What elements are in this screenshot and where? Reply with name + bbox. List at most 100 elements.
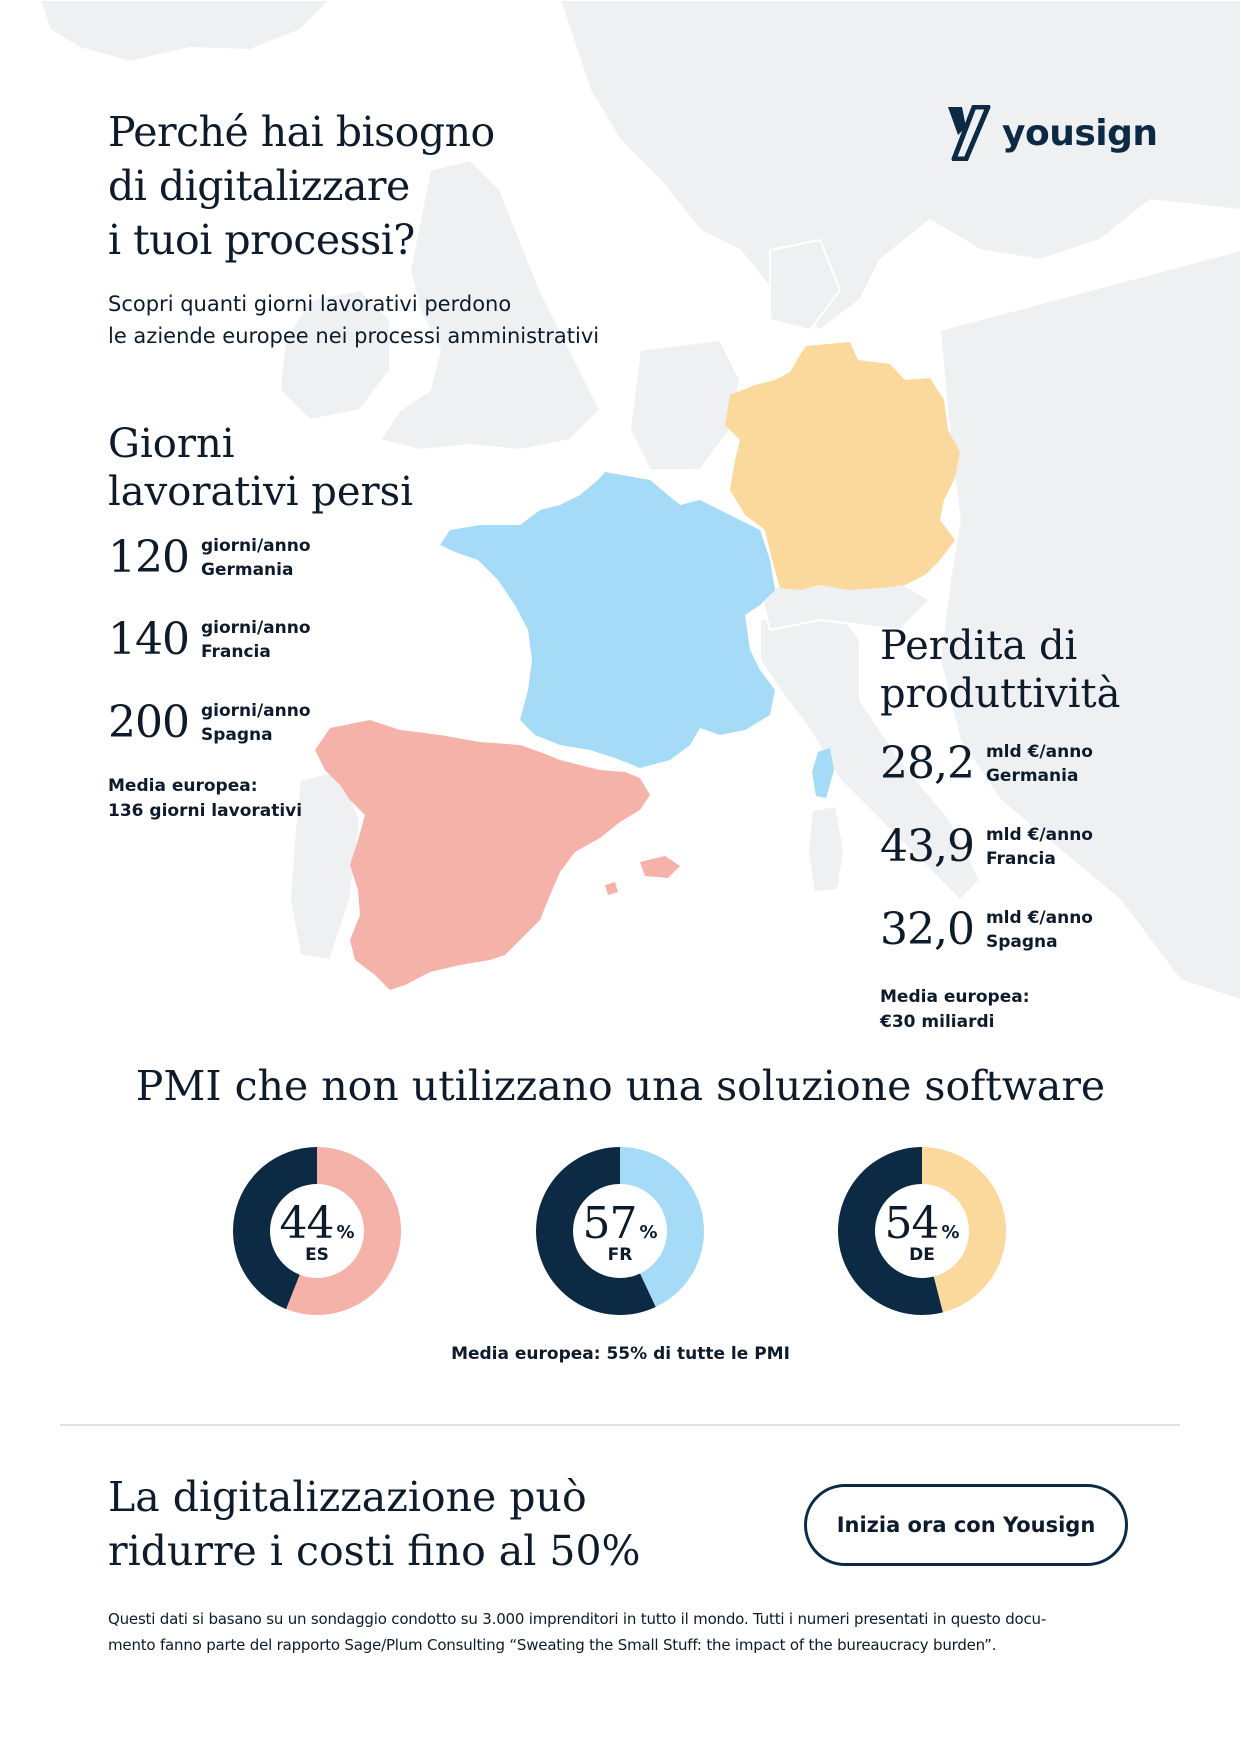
donut-country-code: FR xyxy=(607,1245,633,1265)
donut-chart-fr: 57% FR xyxy=(535,1146,705,1316)
productivity-loss-title-line: produttività xyxy=(880,671,1121,717)
cta-title: La digitalizzazione può ridurre i costi … xyxy=(108,1470,641,1578)
cta-title-line: ridurre i costi fino al 50% xyxy=(108,1527,641,1575)
stat-caption: giorni/anno Francia xyxy=(201,616,311,664)
yousign-logo[interactable]: yousign xyxy=(940,105,1158,165)
footnote-line: Questi dati si basano su un sondaggio co… xyxy=(108,1610,1047,1628)
donut-unit: % xyxy=(639,1222,658,1243)
days-stat-france: 140 giorni/anno Francia xyxy=(108,614,311,665)
page-subtitle: Scopri quanti giorni lavorativi perdono … xyxy=(108,288,599,352)
stat-unit: mld €/anno xyxy=(985,907,1093,928)
donut-value: 57 xyxy=(582,1198,637,1249)
donut-chart-de: 54% DE xyxy=(837,1146,1007,1316)
map-land-denmark xyxy=(769,239,841,331)
days-lost-title-line: Giorni xyxy=(108,421,235,467)
donut-svg xyxy=(536,1147,704,1315)
map-land-italy xyxy=(759,599,981,901)
donut-label: 54% DE xyxy=(837,1198,1007,1265)
stat-unit: giorni/anno xyxy=(200,700,311,721)
stat-unit: giorni/anno xyxy=(200,617,311,638)
start-with-yousign-button[interactable]: Inizia ora con Yousign xyxy=(804,1484,1128,1566)
productivity-loss-average: Media europea: €30 miliardi xyxy=(880,985,1030,1035)
page-title-line: i tuoi processi? xyxy=(108,216,415,264)
page-title: Perché hai bisogno di digitalizzare i tu… xyxy=(108,105,668,267)
stat-caption: mld €/anno Germania xyxy=(986,740,1093,788)
page-subtitle-line: le aziende europee nei processi amminist… xyxy=(108,324,600,348)
map-country-spain xyxy=(315,720,650,990)
donut-label: 57% FR xyxy=(535,1198,705,1265)
stat-caption: mld €/anno Spagna xyxy=(986,906,1093,954)
stat-country: Francia xyxy=(200,641,271,662)
stat-caption: giorni/anno Germania xyxy=(201,534,311,582)
donut-value: 54 xyxy=(884,1198,939,1249)
donut-unit: % xyxy=(941,1222,960,1243)
average-line: Media europea: xyxy=(108,776,258,796)
brand-name: yousign xyxy=(1002,113,1158,154)
donut-chart-es: 44% ES xyxy=(232,1146,402,1316)
stat-value: 28,2 xyxy=(880,738,975,789)
pmi-average: Media europea: 55% di tutte le PMI xyxy=(451,1344,790,1364)
stat-country: Spagna xyxy=(985,931,1058,952)
days-lost-title-line: lavorativi persi xyxy=(108,469,413,515)
map-island-corsica xyxy=(812,748,834,798)
map-land-britain xyxy=(379,159,601,451)
donut-slice-value xyxy=(232,1147,317,1310)
stat-value: 140 xyxy=(108,614,190,665)
stat-value: 120 xyxy=(108,532,190,583)
donut-slice-rest xyxy=(922,1147,1007,1313)
donut-unit: % xyxy=(336,1222,355,1243)
stat-country: Germania xyxy=(985,765,1079,786)
days-stat-spain: 200 giorni/anno Spagna xyxy=(108,697,311,748)
map-land-sardinia xyxy=(807,805,845,893)
stat-country: Francia xyxy=(985,848,1056,869)
yousign-mark-icon xyxy=(948,105,991,161)
stat-country: Spagna xyxy=(200,724,273,745)
loss-stat-spain: 32,0 mld €/anno Spagna xyxy=(880,904,1093,955)
map-island-baleares xyxy=(640,856,680,878)
map-country-germany xyxy=(725,342,960,590)
stat-unit: mld €/anno xyxy=(985,824,1093,845)
donut-svg xyxy=(838,1147,1007,1315)
donut-value: 44 xyxy=(279,1198,334,1249)
page-title-line: Perché hai bisogno xyxy=(108,108,495,156)
donut-label: 44% ES xyxy=(232,1198,402,1265)
stat-caption: mld €/anno Francia xyxy=(986,823,1093,871)
map-island-ibiza xyxy=(605,882,618,895)
productivity-loss-title-line: Perdita di xyxy=(880,623,1078,669)
map-country-france xyxy=(440,472,775,768)
footnote-line: mento fanno parte del rapporto Sage/Plum… xyxy=(108,1636,997,1654)
europe-map xyxy=(39,0,1241,1001)
donut-slice-value xyxy=(838,1147,943,1315)
stat-value: 32,0 xyxy=(880,904,975,955)
stat-country: Germania xyxy=(200,559,294,580)
stat-caption: giorni/anno Spagna xyxy=(201,699,311,747)
section-divider xyxy=(60,1424,1180,1426)
map-land-scandinavia xyxy=(559,0,1241,331)
average-line: 136 giorni lavorativi xyxy=(108,801,303,821)
pmi-title: PMI che non utilizzano una soluzione sof… xyxy=(135,1062,1106,1110)
days-lost-average: Media europea: 136 giorni lavorativi xyxy=(108,774,302,824)
page-subtitle-line: Scopri quanti giorni lavorativi perdono xyxy=(108,292,512,316)
stat-value: 43,9 xyxy=(880,821,975,872)
stat-value: 200 xyxy=(108,697,190,748)
donut-slice-value xyxy=(536,1147,656,1315)
stat-unit: mld €/anno xyxy=(985,741,1093,762)
days-stat-germany: 120 giorni/anno Germania xyxy=(108,532,311,583)
days-lost-title: Giorni lavorativi persi xyxy=(108,420,413,516)
average-line: €30 miliardi xyxy=(880,1012,995,1032)
map-land-northwest xyxy=(39,0,331,63)
cta-title-line: La digitalizzazione può xyxy=(108,1473,587,1521)
map-land-east xyxy=(939,249,1241,1001)
footnote: Questi dati si basano su un sondaggio co… xyxy=(108,1606,1148,1658)
donut-country-code: DE xyxy=(909,1245,935,1265)
donut-svg xyxy=(232,1147,401,1315)
donut-country-code: ES xyxy=(305,1245,329,1265)
page-title-line: di digitalizzare xyxy=(108,162,410,210)
loss-stat-germany: 28,2 mld €/anno Germania xyxy=(880,738,1093,789)
productivity-loss-title: Perdita di produttività xyxy=(880,622,1120,718)
average-line: Media europea: xyxy=(880,987,1030,1007)
donut-slice-rest xyxy=(286,1147,401,1315)
loss-stat-france: 43,9 mld €/anno Francia xyxy=(880,821,1093,872)
map-land-benelux xyxy=(629,339,741,471)
donut-slice-rest xyxy=(620,1147,704,1308)
